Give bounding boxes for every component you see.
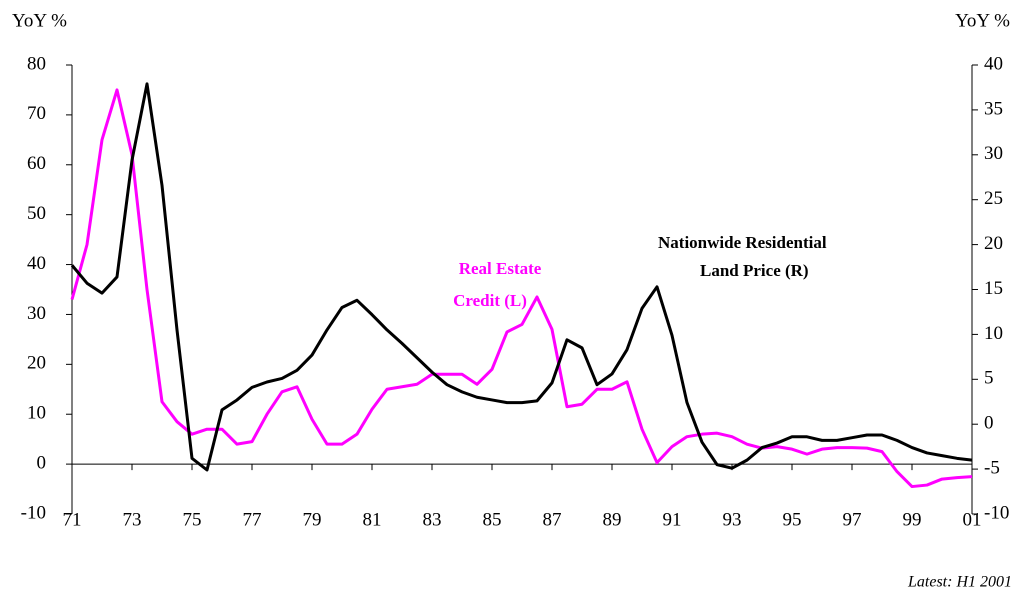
y-tick-label: 70 — [27, 103, 46, 124]
y-tick-label: 20 — [27, 353, 46, 374]
annotation: Credit (L) — [453, 291, 527, 310]
y-tick-label: 0 — [37, 452, 47, 473]
y2-axis-label: YoY % — [955, 10, 1010, 31]
x-tick-label: 99 — [903, 509, 922, 530]
y2-tick-label: -5 — [984, 457, 1000, 478]
x-tick-label: 87 — [543, 509, 562, 530]
x-tick-label: 95 — [783, 509, 802, 530]
series-line — [70, 82, 973, 472]
y-tick-label: -10 — [21, 502, 46, 523]
x-tick-label: 89 — [603, 509, 622, 530]
x-tick-label: 75 — [183, 509, 202, 530]
y2-tick-label: 10 — [984, 323, 1003, 344]
y-axis-label: YoY % — [12, 10, 67, 31]
x-tick-label: 71 — [63, 509, 82, 530]
y2-tick-label: 5 — [984, 368, 994, 389]
y2-tick-label: -10 — [984, 502, 1009, 523]
x-tick-label: 97 — [843, 509, 862, 530]
annotation: Nationwide Residential — [658, 233, 827, 252]
x-tick-label: 73 — [123, 509, 142, 530]
x-tick-label: 77 — [243, 509, 262, 530]
x-tick-label: 01 — [963, 509, 982, 530]
annotation: Land Price (R) — [700, 261, 809, 280]
y2-tick-label: 0 — [984, 413, 994, 434]
annotation: Real Estate — [459, 259, 542, 278]
y-tick-label: 10 — [27, 403, 46, 424]
y-tick-label: 60 — [27, 153, 46, 174]
x-tick-label: 85 — [483, 509, 502, 530]
series-line — [70, 88, 973, 489]
x-tick-label: 93 — [723, 509, 742, 530]
y2-tick-label: 15 — [984, 278, 1003, 299]
y-tick-label: 40 — [27, 253, 46, 274]
y-tick-label: 30 — [27, 303, 46, 324]
y-tick-label: 50 — [27, 203, 46, 224]
y2-tick-label: 40 — [984, 53, 1003, 74]
y2-tick-label: 30 — [984, 143, 1003, 164]
note: Latest: H1 2001 — [907, 574, 1012, 591]
x-tick-label: 79 — [303, 509, 322, 530]
x-tick-label: 91 — [663, 509, 682, 530]
y2-tick-label: 25 — [984, 188, 1003, 209]
y-tick-label: 80 — [27, 53, 46, 74]
y2-tick-label: 35 — [984, 98, 1003, 119]
y2-tick-label: 20 — [984, 233, 1003, 254]
x-tick-label: 83 — [423, 509, 442, 530]
x-tick-label: 81 — [363, 509, 382, 530]
